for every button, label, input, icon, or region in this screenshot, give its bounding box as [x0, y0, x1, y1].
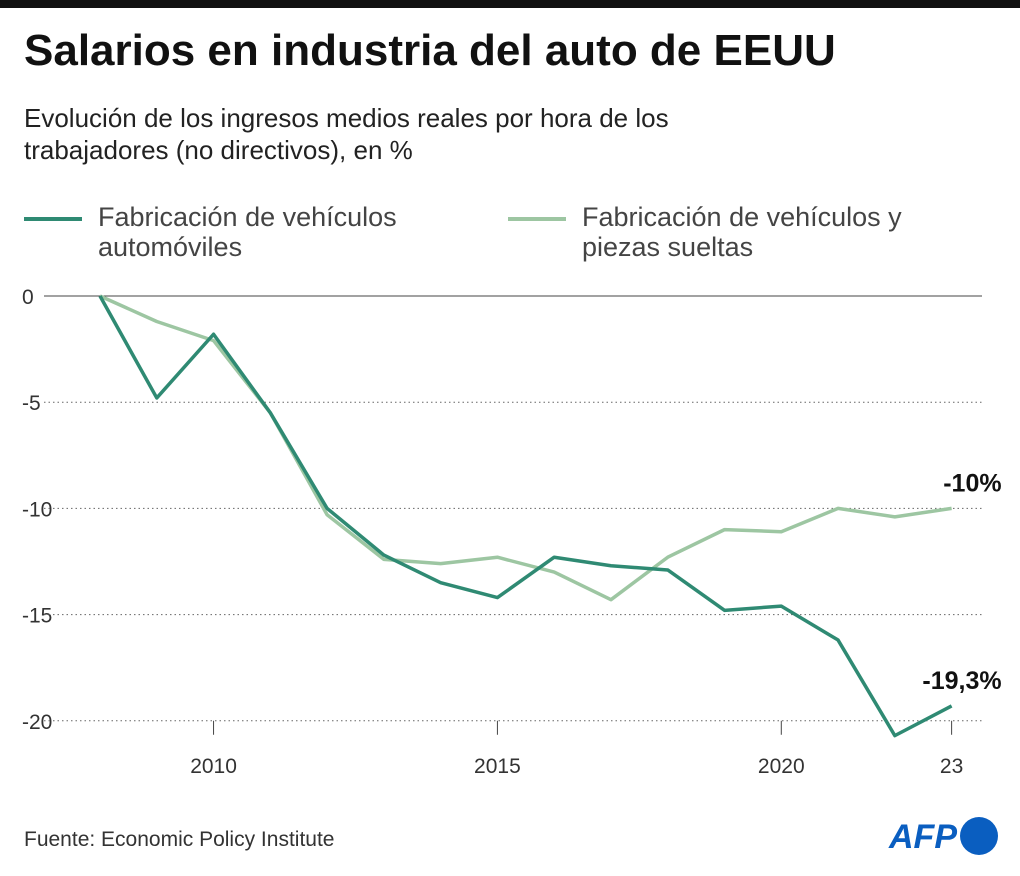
- x-tick-label: 2020: [758, 755, 805, 778]
- x-tick-label: 2010: [190, 755, 237, 778]
- legend-item: Fabricación de vehículos automóviles: [24, 202, 428, 262]
- top-bar: [0, 0, 1020, 8]
- x-tick-label: 23: [940, 755, 963, 778]
- legend-swatch: [24, 217, 82, 221]
- chart-title: Salarios en industria del auto de EEUU: [24, 26, 836, 75]
- y-tick-label: 0: [22, 286, 34, 309]
- legend-label: Fabricación de vehículos automóviles: [98, 202, 397, 262]
- y-tick-label: -20: [22, 711, 52, 734]
- logo: AFP: [888, 818, 957, 856]
- y-tick-label: -10: [22, 498, 52, 521]
- chart-subtitle: Evolución de los ingresos medios reales …: [24, 103, 669, 165]
- legend-label: Fabricación de vehículos y piezas suelta…: [582, 202, 902, 262]
- y-tick-label: -15: [22, 605, 52, 628]
- logo-circle: [960, 817, 998, 855]
- series-line: [99, 294, 952, 602]
- y-tick-label: -5: [22, 392, 41, 415]
- source: Fuente: Economic Policy Institute: [24, 828, 335, 851]
- legend-swatch: [508, 217, 566, 221]
- series-line: [98, 295, 953, 738]
- data-label: -19,3%: [922, 667, 1001, 695]
- legend-item: Fabricación de vehículos y piezas suelta…: [508, 202, 912, 262]
- x-tick-label: 2015: [474, 755, 521, 778]
- data-label: -10%: [943, 469, 1001, 497]
